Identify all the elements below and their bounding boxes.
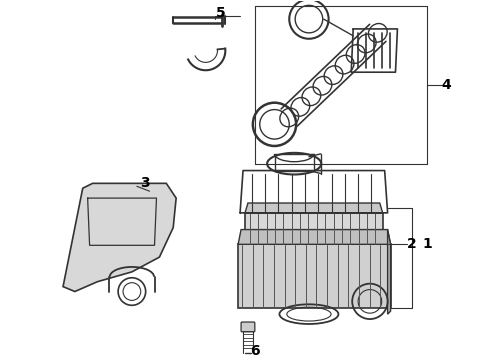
Text: 3: 3: [140, 176, 149, 190]
Polygon shape: [388, 230, 391, 314]
Polygon shape: [63, 183, 176, 292]
Polygon shape: [238, 230, 391, 244]
FancyBboxPatch shape: [241, 322, 255, 332]
Text: 2: 2: [407, 237, 417, 251]
Bar: [245, 213, 383, 244]
Text: 6: 6: [250, 343, 260, 357]
Text: 5: 5: [216, 6, 225, 20]
Text: 4: 4: [441, 78, 451, 92]
Bar: [238, 244, 391, 308]
Text: 1: 1: [422, 237, 432, 251]
Polygon shape: [245, 203, 383, 213]
